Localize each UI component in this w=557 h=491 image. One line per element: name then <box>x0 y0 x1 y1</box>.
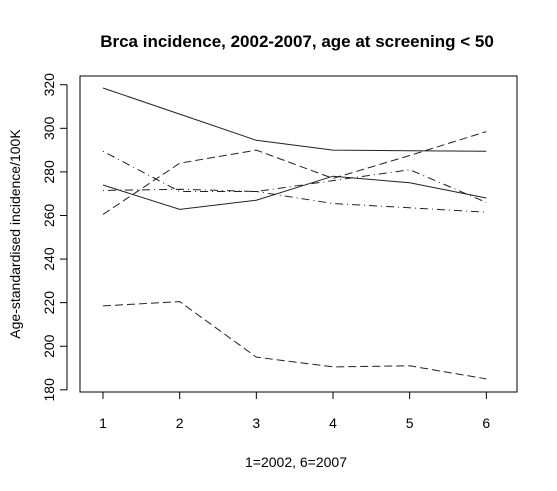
x-tick-label: 2 <box>176 415 184 431</box>
y-tick-label: 200 <box>41 334 57 358</box>
series-line-5 <box>102 150 487 213</box>
x-axis-label: 1=2002, 6=2007 <box>245 454 347 470</box>
x-axis: 1 2 3 4 5 6 <box>99 391 490 431</box>
y-axis-label: Age-standardised incidence/100K <box>7 129 23 339</box>
series-line-4 <box>102 301 487 380</box>
series-line-1 <box>102 87 487 152</box>
y-tick-label: 260 <box>41 204 57 228</box>
y-tick-label: 220 <box>41 291 57 315</box>
y-tick-label: 280 <box>41 160 57 184</box>
x-tick-label: 3 <box>252 415 260 431</box>
x-tick-label: 5 <box>406 415 414 431</box>
series-line-6 <box>102 169 487 203</box>
y-tick-label: 320 <box>41 73 57 97</box>
series-line-3 <box>102 131 487 215</box>
series-line-2 <box>102 175 487 210</box>
x-tick-label: 6 <box>482 415 490 431</box>
x-tick-label: 4 <box>329 415 337 431</box>
chart-title: Brca incidence, 2002-2007, age at screen… <box>100 32 494 51</box>
y-tick-label: 300 <box>41 116 57 140</box>
series-layer <box>102 87 487 380</box>
y-tick-label: 180 <box>41 378 57 402</box>
plot-frame <box>79 75 518 393</box>
x-tick-label: 1 <box>99 415 107 431</box>
y-axis: 180 200 220 240 260 280 300 320 <box>41 73 68 402</box>
y-tick-label: 240 <box>41 247 57 271</box>
